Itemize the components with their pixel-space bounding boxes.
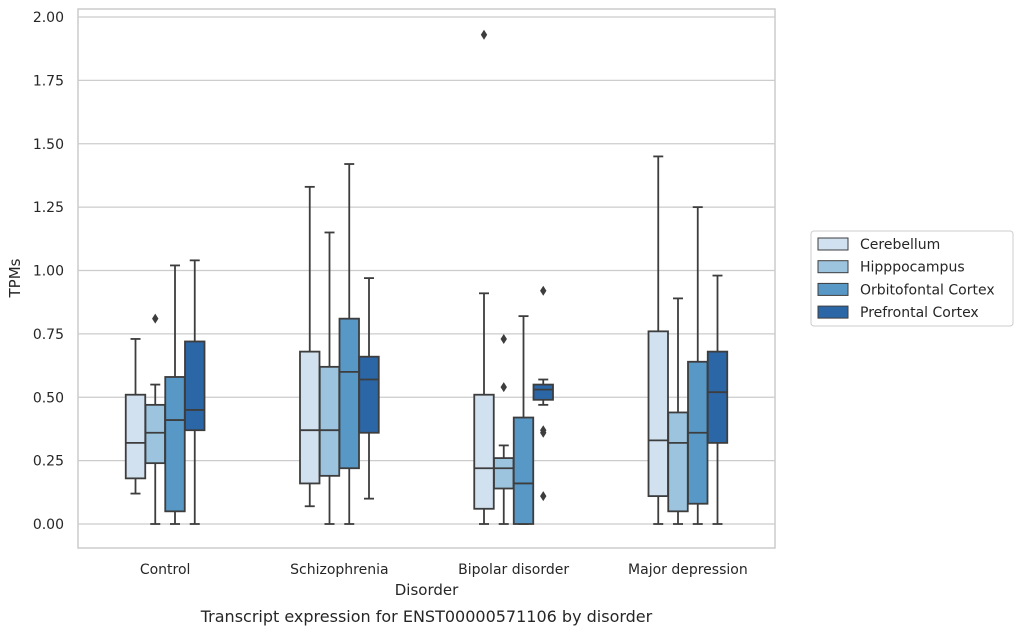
y-tick-label: 0.50 [33,390,64,406]
box-body [124,393,147,480]
x-tick-label: Control [140,562,191,578]
box-0-3 [647,155,669,525]
box-1-2 [493,333,515,525]
legend: Cerebellum Hipppocampus Orbitofontal Corte… [810,230,1014,327]
box-3-0 [184,259,206,525]
outlier-point [540,491,547,502]
box-body [667,411,689,513]
box-2-0 [164,264,186,525]
box-1-1 [318,231,341,525]
box-body [164,376,186,513]
legend-swatch [817,282,849,296]
box-body [473,393,495,510]
legend-swatch [817,237,849,251]
x-tick-label: Schizophrenia [290,562,388,578]
box-1-0 [144,313,166,525]
legend-label: Cerebellum [860,237,940,253]
plot-frame [77,8,776,549]
y-tick-label: 1.25 [33,200,64,216]
box-body [338,317,360,470]
legend-label: Hipppocampus [860,260,965,276]
legend-label: Prefrontal Cortex [860,305,979,321]
box-3-2 [532,285,554,502]
box-0-2 [473,29,495,525]
box-0-1 [299,185,321,508]
box-body [647,330,669,498]
y-axis-title: TPMs [6,258,24,298]
y-tick-label: 2.00 [33,10,64,26]
box-body [184,340,206,432]
outlier-point [540,425,547,436]
box-body [532,383,554,401]
y-tick-label: 1.75 [33,73,64,89]
y-axis-ticks: 0.00 0.25 0.50 0.75 1.00 1.25 1.50 1.75 2.00 [33,10,64,533]
y-tick-label: 0.00 [33,517,64,533]
box-body [358,355,380,434]
box-3-3 [706,274,729,525]
x-tick-label: Major depression [628,562,748,578]
legend-frame [810,230,1014,327]
box-2-2 [512,315,535,525]
x-axis-ticks: Control Schizophrenia Bipolar disorder Majo… [140,562,748,578]
y-tick-label: 0.25 [33,454,64,470]
outlier-point [540,285,547,296]
box-2-3 [687,206,709,525]
legend-swatch [817,260,849,274]
legend-label: Orbitofontal Cortex [860,282,995,298]
box-body [493,457,515,490]
box-0-0 [124,338,147,495]
figure-caption: Transcript expression for ENST0000057110… [200,607,653,626]
box-plot-series [124,29,729,525]
box-body [512,416,535,525]
box-body [299,350,321,485]
x-axis-title: Disorder [395,581,459,599]
y-tick-label: 1.00 [33,264,64,280]
box-body [706,350,729,444]
outlier-point [500,382,507,393]
box-3-1 [358,277,380,500]
x-tick-label: Bipolar disorder [458,562,569,578]
legend-swatch [817,305,849,319]
box-body [144,403,166,465]
y-tick-label: 1.50 [33,137,64,153]
box-2-1 [338,163,360,525]
outlier-point [500,333,507,344]
y-tick-label: 0.75 [33,327,64,343]
outlier-point [480,29,488,40]
box-body [318,365,341,477]
outlier-point [152,313,159,324]
box-1-3 [667,297,689,525]
